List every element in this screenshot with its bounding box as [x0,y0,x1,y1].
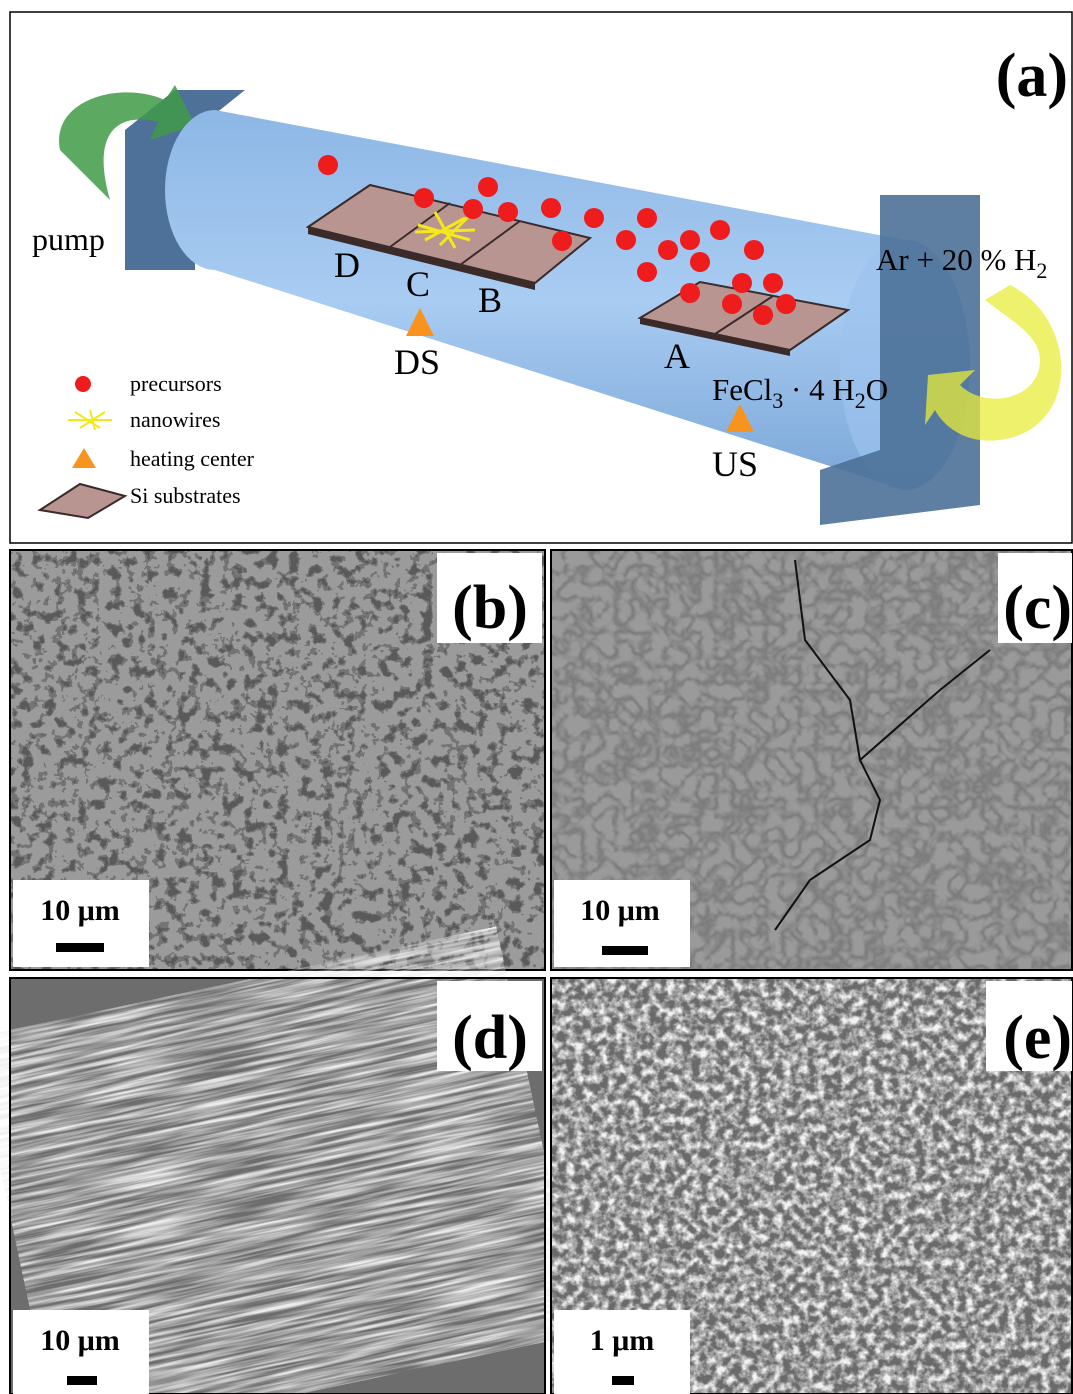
scale-label: 10 μm [580,894,660,927]
panel-c: (c) 10 μm [551,550,1072,970]
scale-label: 1 μm [590,1324,655,1357]
formula-part: O [866,372,888,407]
substrate-label: A [664,336,690,376]
panel-b: (b) 10 μm [10,550,545,970]
panel-label: (c) [1003,574,1072,642]
panel-label: (a) [996,42,1068,110]
legend-icon [75,376,91,392]
scale-bar [56,943,104,952]
panel-e: (e) 1 μm [551,978,1072,1394]
scale-bar [602,946,648,955]
formula-sub: 3 [772,388,783,413]
gas-sub: 2 [1036,258,1047,283]
gas-label: Ar + 20 % H2 [876,242,1047,283]
legend-text: nanowires [130,407,220,432]
substrate-label: D [334,245,360,285]
legend-text: precursors [130,371,222,396]
panel-label: (d) [452,1004,528,1072]
us-label: US [712,444,758,484]
pump-label: pump [32,221,105,257]
substrate-label: C [406,264,430,304]
scale-bar [67,1376,97,1385]
scale-label: 10 μm [40,894,120,927]
panel-d: (d) 10 μm [0,927,582,1394]
panel-a: (a) pump Ar + 20 % H2 D C B A DS US FeCl… [10,12,1072,543]
formula-part: FeCl [712,372,772,407]
gas-text: Ar + 20 % H [876,242,1036,277]
scale-label: 10 μm [40,1324,120,1357]
panel-label: (e) [1003,1004,1072,1072]
substrate-label: B [478,280,502,320]
formula-part: · 4 H [783,372,854,407]
scale-bar [612,1376,634,1385]
legend-text: heating center [130,446,255,471]
ds-label: DS [394,342,440,382]
legend-text: Si substrates [130,483,241,508]
figure: (a) pump Ar + 20 % H2 D C B A DS US FeCl… [0,0,1073,1394]
panel-label: (b) [452,574,528,642]
formula-sub: 2 [855,388,866,413]
